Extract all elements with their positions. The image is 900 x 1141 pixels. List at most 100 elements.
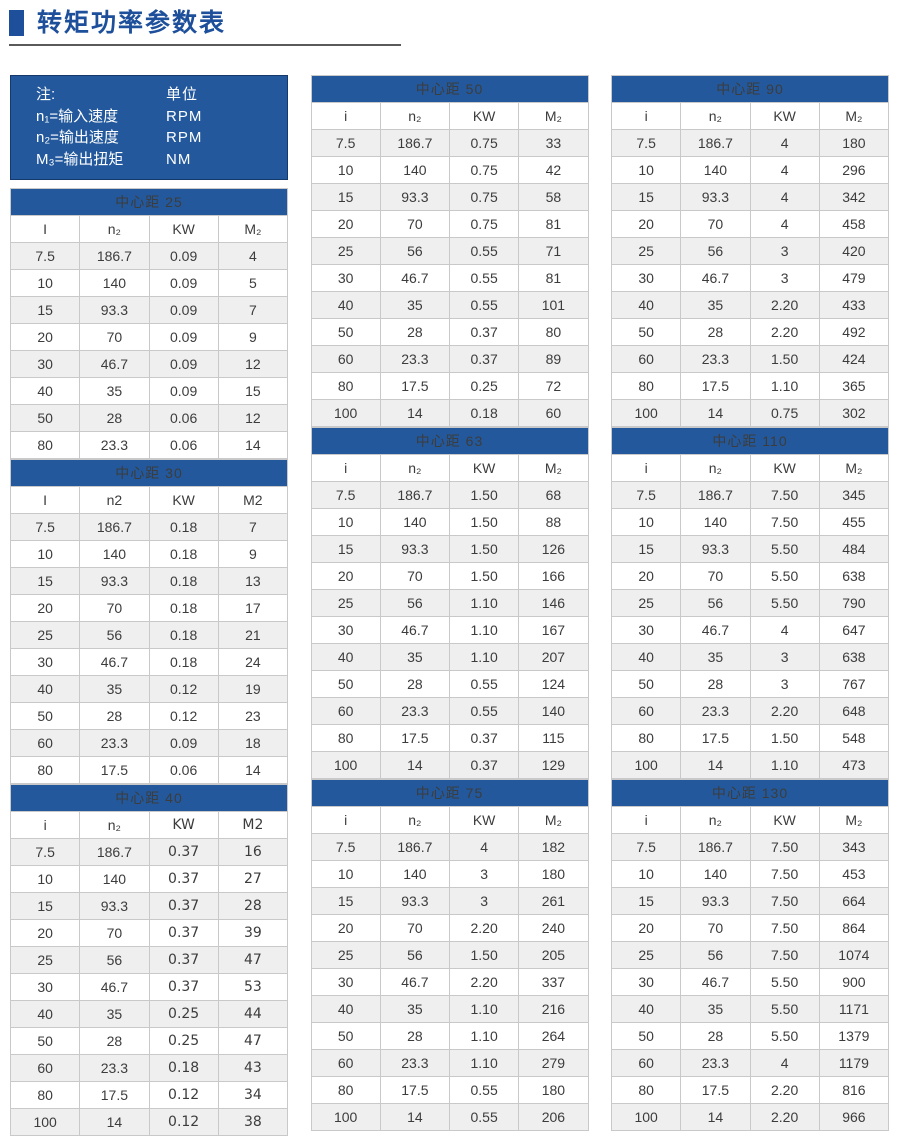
table-cell: 0.75 [448,183,520,211]
table-row: 15 93.3 0.18 13 [9,567,289,595]
table-cell: 50 [310,318,381,346]
table-row: 7.5 186.7 0.37 16 [9,838,289,866]
table-cell: 186.7 [379,833,451,861]
table-cell: 80 [9,1081,81,1109]
table-cell: 68 [518,481,589,509]
table-row: 50 28 3 767 [610,670,890,698]
table-cell: 180 [518,860,589,888]
table-cell: 93.3 [79,892,150,920]
table-cell: 279 [518,1049,589,1077]
table-cell: 261 [518,887,589,915]
table-cell: 39 [217,919,289,947]
table-cell: 12 [217,404,289,432]
table-row: 25 56 5.50 790 [610,589,890,617]
table-row: 10 140 7.50 453 [610,860,890,888]
table-cell: 30 [610,264,682,292]
table-cell: 35 [79,377,150,405]
table-row: 100 14 0.18 60 [310,399,589,427]
table-cell: 35 [79,675,150,703]
table-cell: 18 [217,729,289,757]
table-cell: 15 [217,377,289,405]
table-row: 60 23.3 2.20 648 [610,697,890,725]
table-cell: 0.09 [148,296,219,324]
table-cell: 7.5 [610,481,682,509]
table-cell: 58 [518,183,589,211]
table-cell: 60 [518,399,589,427]
table-cell: 3 [749,237,820,265]
table-cell: 100 [310,751,381,779]
table-cell: 0.37 [448,751,520,779]
page-title: 转矩功率参数表 [37,8,227,37]
column-header: n₂ [79,811,150,839]
table-cell: 0.75 [448,210,520,238]
table-cell: 10 [610,860,682,888]
table-cell: 20 [610,562,682,590]
table-cell: 264 [518,1022,589,1050]
table-cell: 1074 [818,941,890,969]
table-row: 7.5 186.7 7.50 343 [610,833,890,861]
table-row: 10 140 3 180 [310,860,589,888]
table-cell: 1.50 [448,481,520,509]
column-header: M₂ [818,454,890,482]
table-cell: 7.5 [9,242,81,270]
table-cell: 0.09 [148,729,219,757]
column-header: i [310,806,381,834]
table-cell: 7 [217,513,289,541]
table-row: 20 70 0.09 9 [9,323,289,351]
table-cell: 10 [310,508,381,536]
table-cell: 70 [379,210,451,238]
note-row: n₁=输入速度 RPM [36,107,277,127]
table-row: 40 35 0.25 44 [9,1000,289,1028]
table-cell: 100 [9,1108,81,1136]
table-cell: 7.5 [9,838,81,866]
table-cell: 28 [680,670,751,698]
table-cell: 81 [518,264,589,292]
table-row: 60 23.3 0.09 18 [9,729,289,757]
table-title-40: 中心距 40 [10,784,288,812]
column-header: n₂ [680,806,751,834]
column-header: KW [448,806,520,834]
table-row: 60 23.3 4 1179 [610,1049,890,1077]
table-row: 50 28 2.20 492 [610,318,890,346]
table-cell: 1.50 [448,508,520,536]
table-row: 50 28 0.37 80 [310,318,589,346]
table-cell: 146 [518,589,589,617]
data-table-110: 中心距 110 i n₂ KW M₂ 7.5 186.7 7.50 345 10 140 7.50 45… [610,427,890,779]
table-cell: 53 [217,973,289,1001]
table-cell: 345 [818,481,890,509]
table-cell: 101 [518,291,589,319]
table-row: 60 23.3 1.50 424 [610,345,890,373]
table-row: 60 23.3 0.18 43 [9,1054,289,1082]
table-row: 10 140 4 296 [610,156,890,184]
table-row: 50 28 0.12 23 [9,702,289,730]
table-row: 25 56 0.55 71 [310,237,589,265]
table-cell: 17.5 [680,372,751,400]
table-cell: 20 [9,323,81,351]
table-cell: 47 [217,1027,289,1055]
table-cell: 28 [79,404,150,432]
table-cell: 46.7 [680,616,751,644]
table-cell: 10 [610,156,682,184]
table-cell: 46.7 [379,968,451,996]
table-cell: 25 [610,589,682,617]
table-cell: 5 [217,269,289,297]
table-cell: 10 [9,269,81,297]
table-cell: 25 [9,946,81,974]
table-cell: 205 [518,941,589,969]
table-cell: 0.37 [448,724,520,752]
table-row: 7.5 186.7 4 182 [310,833,589,861]
table-title-130: 中心距 130 [611,779,889,807]
table-row: 25 56 0.37 47 [9,946,289,974]
table-cell: 7.50 [749,860,820,888]
table-cell: 3 [749,264,820,292]
table-cell: 46.7 [680,968,751,996]
note-label: n₂=输出速度 [36,129,119,147]
table-cell: 100 [610,751,682,779]
table-cell: 60 [610,345,682,373]
table-cell: 0.37 [448,318,520,346]
table-cell: 50 [310,1022,381,1050]
table-cell: 70 [79,323,150,351]
data-table-50: 中心距 50 i n₂ KW M₂ 7.5 186.7 0.75 33 10 140 0.75 42 15… [310,75,589,427]
table-row: 100 14 0.55 206 [310,1103,589,1131]
column-header: KW [448,102,520,130]
